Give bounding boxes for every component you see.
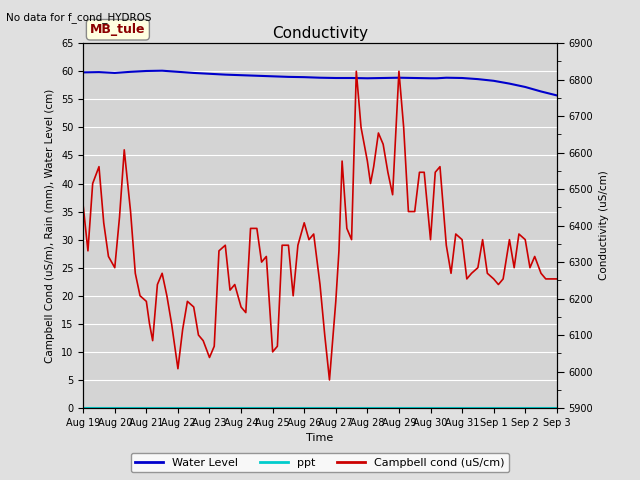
Campbell cond (uS/cm)	[262, 253, 270, 259]
Water Level	[205, 71, 213, 77]
ppt	[553, 405, 561, 411]
Water Level	[332, 75, 340, 81]
Water Level	[174, 69, 182, 75]
Water Level	[433, 75, 441, 81]
Water Level	[395, 75, 403, 81]
Water Level	[506, 81, 513, 86]
ppt	[168, 405, 175, 411]
Water Level	[269, 73, 276, 79]
Campbell cond (uS/cm)	[370, 164, 378, 169]
ppt	[108, 405, 116, 411]
Campbell cond (uS/cm)	[278, 242, 286, 248]
Water Level	[458, 75, 466, 81]
Line: Campbell cond (uS/cm): Campbell cond (uS/cm)	[83, 71, 557, 380]
Y-axis label: Conductivity (uS/cm): Conductivity (uS/cm)	[599, 171, 609, 280]
Water Level	[380, 75, 387, 81]
Water Level	[364, 75, 371, 81]
ppt	[99, 405, 106, 411]
Water Level	[253, 73, 260, 79]
Water Level	[158, 68, 166, 73]
Title: Conductivity: Conductivity	[272, 25, 368, 41]
Text: No data for f_cond_HYDROS: No data for f_cond_HYDROS	[6, 12, 152, 23]
Water Level	[237, 72, 245, 78]
ppt	[513, 405, 520, 411]
X-axis label: Time: Time	[307, 433, 333, 443]
Water Level	[300, 74, 308, 80]
Water Level	[474, 76, 482, 82]
Water Level	[79, 70, 87, 75]
Y-axis label: Campbell Cond (uS/m), Rain (mm), Water Level (cm): Campbell Cond (uS/m), Rain (mm), Water L…	[45, 88, 56, 363]
Water Level	[522, 84, 529, 90]
Campbell cond (uS/cm)	[326, 377, 333, 383]
Water Level	[490, 78, 497, 84]
Campbell cond (uS/cm)	[158, 270, 166, 276]
Water Level	[442, 75, 450, 81]
Water Level	[143, 68, 150, 74]
ppt	[529, 405, 537, 411]
Campbell cond (uS/cm)	[79, 203, 87, 209]
Legend: Water Level, ppt, Campbell cond (uS/cm): Water Level, ppt, Campbell cond (uS/cm)	[131, 453, 509, 472]
Water Level	[221, 72, 229, 77]
Water Level	[285, 74, 292, 80]
Line: Water Level: Water Level	[83, 71, 557, 96]
Water Level	[427, 75, 435, 81]
Water Level	[127, 69, 134, 75]
Campbell cond (uS/cm)	[353, 68, 360, 74]
Text: MB_tule: MB_tule	[90, 23, 146, 36]
Water Level	[111, 70, 118, 76]
Water Level	[348, 75, 355, 81]
Water Level	[411, 75, 419, 81]
ppt	[205, 405, 213, 411]
Campbell cond (uS/cm)	[553, 276, 561, 282]
Campbell cond (uS/cm)	[442, 242, 450, 248]
Water Level	[190, 70, 198, 76]
Water Level	[316, 75, 324, 81]
Water Level	[553, 93, 561, 98]
Water Level	[537, 89, 545, 95]
Campbell cond (uS/cm)	[199, 338, 207, 344]
ppt	[79, 405, 87, 411]
Water Level	[95, 69, 103, 75]
